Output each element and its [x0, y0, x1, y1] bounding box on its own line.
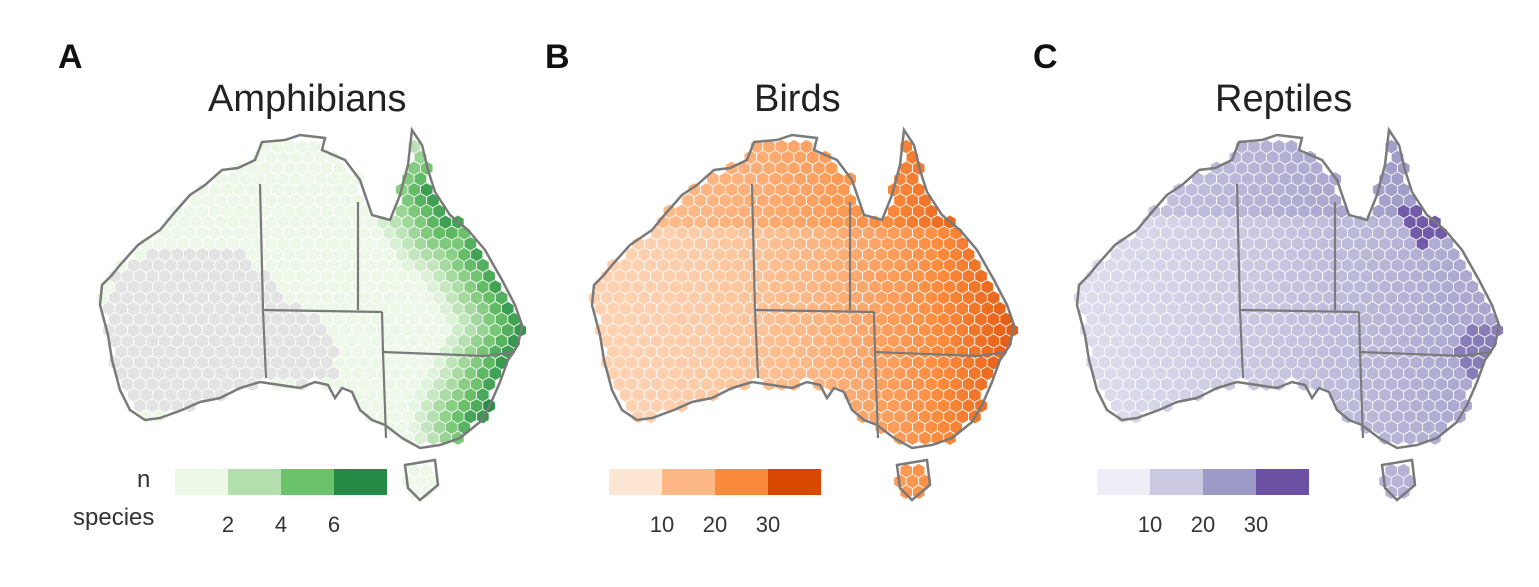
hex-cell: [426, 430, 440, 446]
amphibians-legend-bar: [175, 469, 387, 495]
amphibians-map: [95, 126, 527, 502]
hex-cell: [1129, 408, 1143, 425]
legend-swatch: [768, 469, 821, 495]
state-border: [874, 350, 1008, 358]
birds-map: [587, 126, 1019, 502]
legend-swatch: [1150, 469, 1203, 495]
legend-tick-10: 10: [1137, 512, 1163, 537]
hex-cell: [1259, 376, 1274, 392]
birds-legend-bar: [609, 469, 821, 495]
state-border: [754, 308, 875, 314]
legend-tick-30: 30: [755, 512, 781, 537]
legend-swatch: [228, 469, 281, 495]
legend-swatch: [334, 469, 387, 495]
panel-title-amphibians: Amphibians: [208, 78, 407, 120]
legend-tick-10: 10: [649, 512, 675, 537]
legend-swatch: [1097, 469, 1150, 495]
legend-swatch: [609, 469, 662, 495]
panel-title-birds: Birds: [754, 78, 841, 120]
hex-cell: [774, 376, 789, 392]
panel-letter-a: A: [58, 38, 83, 76]
legend-swatch: [175, 469, 228, 495]
hex-cell: [152, 408, 166, 425]
tasmania-outline: [403, 458, 440, 502]
legend-swatch: [1203, 469, 1256, 495]
hex-grid: [95, 138, 527, 500]
legend-swatch: [281, 469, 334, 495]
legend-tick-2: 2: [221, 512, 235, 537]
state-border: [1359, 350, 1493, 358]
hex-cell: [1403, 430, 1417, 446]
state-border: [382, 350, 516, 358]
hex-cell: [282, 376, 297, 392]
panel-letter-b: B: [545, 38, 570, 76]
hex-cell: [413, 430, 428, 446]
hex-cell: [644, 408, 658, 425]
hex-cell: [1390, 430, 1405, 446]
state-border: [262, 308, 383, 314]
panel-title-reptiles: Reptiles: [1215, 78, 1353, 120]
legend-swatch: [1256, 469, 1309, 495]
tasmania-outline: [895, 458, 932, 502]
hex-grid: [1072, 138, 1504, 500]
panel-letter-c: C: [1033, 38, 1058, 76]
legend-swatch: [715, 469, 768, 495]
hex-cell: [905, 430, 920, 446]
reptiles-map: [1072, 126, 1504, 502]
legend-tick-20: 20: [1190, 512, 1216, 537]
hex-cell: [918, 430, 932, 446]
legend-title-n: n: [137, 466, 151, 493]
legend-tick-20: 20: [702, 512, 728, 537]
legend-tick-30: 30: [1243, 512, 1269, 537]
legend-title-species: species: [73, 504, 155, 531]
legend-swatch: [662, 469, 715, 495]
legend-tick-4: 4: [274, 512, 288, 537]
hex-grid: [587, 138, 1019, 500]
state-border: [1239, 308, 1360, 314]
reptiles-legend-bar: [1097, 469, 1309, 495]
tasmania-outline: [1380, 458, 1417, 502]
legend-tick-6: 6: [327, 512, 341, 537]
